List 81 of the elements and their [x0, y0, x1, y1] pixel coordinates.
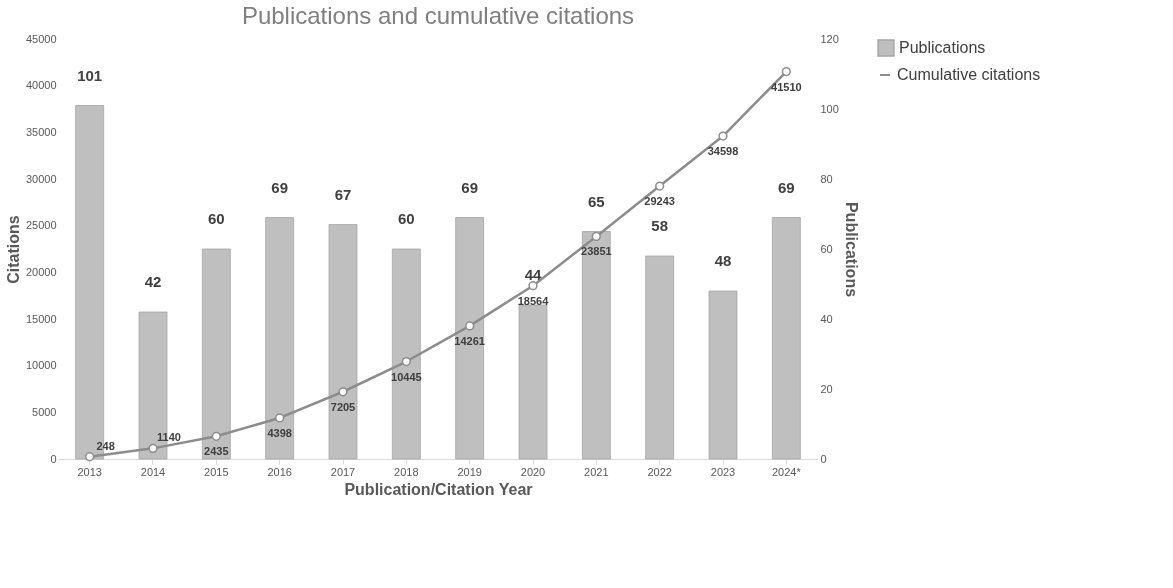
y-tick-label: 15000 — [25, 312, 57, 325]
data-label: 60 — [397, 210, 415, 227]
data-label: 69 — [271, 178, 289, 196]
y-tick-label: 30000 — [25, 172, 57, 185]
x-tick-label: 2023 — [710, 465, 736, 478]
legend-label: Cumulative citations — [897, 66, 1041, 83]
data-label: 44 — [524, 266, 542, 283]
bar — [645, 255, 675, 460]
y2-tick-label: 0 — [820, 452, 827, 465]
bar — [201, 248, 231, 460]
data-label: 41510 — [771, 80, 802, 93]
data-label: 42 — [144, 273, 162, 290]
y-tick-label: 20000 — [25, 265, 57, 278]
y-tick-label: 45000 — [25, 32, 57, 45]
bar — [771, 217, 801, 460]
point — [591, 231, 601, 242]
data-label: 69 — [777, 178, 795, 196]
x-tick-label: 2015 — [204, 465, 229, 478]
bar — [708, 290, 738, 460]
point — [338, 387, 348, 397]
data-label: 4398 — [267, 426, 292, 439]
data-label: 29243 — [644, 195, 675, 208]
point — [211, 431, 221, 441]
data-label: 67 — [334, 185, 352, 203]
data-label: 69 — [461, 178, 479, 196]
bar — [265, 217, 295, 460]
y2-tick-label: 120 — [820, 32, 839, 45]
data-label: 10445 — [391, 370, 422, 383]
data-label: 34598 — [707, 145, 739, 158]
x-tick-label: 2017 — [330, 465, 356, 478]
point — [465, 321, 475, 331]
data-label: 2435 — [204, 445, 229, 458]
x-tick-label: 2021 — [584, 465, 609, 478]
legend-label: Publications — [899, 39, 986, 56]
y2-tick-label: 100 — [820, 102, 839, 115]
data-label: 248 — [96, 439, 115, 452]
data-label: 101 — [77, 66, 103, 84]
bar — [455, 217, 485, 460]
data-label: 23851 — [581, 245, 612, 258]
point — [275, 413, 285, 423]
bar — [391, 248, 421, 460]
y2-tick-label: 60 — [820, 242, 833, 255]
point — [655, 181, 665, 191]
data-label: 7205 — [330, 400, 356, 413]
point — [401, 356, 411, 367]
y2-tick-label: 80 — [820, 172, 833, 185]
point — [781, 66, 791, 77]
point — [528, 281, 538, 291]
bar — [328, 224, 358, 460]
data-label: 18564 — [517, 294, 550, 307]
data-label: 58 — [651, 217, 669, 234]
point — [718, 131, 728, 141]
data-label: 48 — [714, 252, 732, 269]
x-tick-label: 2013 — [77, 465, 102, 478]
bar — [518, 304, 548, 460]
x-tick-label: 2022 — [647, 465, 672, 478]
x-tick-label: 2019 — [457, 465, 482, 478]
bar — [581, 231, 611, 460]
y2-axis-title: Publications — [842, 201, 860, 298]
data-label: 60 — [207, 210, 225, 227]
point — [85, 452, 95, 462]
data-label: 1140 — [157, 431, 181, 444]
chart-title: Publications and cumulative citations — [241, 2, 635, 29]
x-tick-label: 2016 — [267, 465, 292, 478]
data-label: 65 — [587, 192, 605, 210]
y-tick-label: 25000 — [25, 219, 57, 232]
x-axis-title: Publication/Citation Year — [344, 480, 533, 498]
y-tick-label: 10000 — [25, 359, 57, 372]
y-tick-label: 35000 — [25, 125, 57, 138]
point — [148, 443, 158, 453]
x-tick-label: 2018 — [394, 465, 419, 478]
y-tick-label: 40000 — [25, 79, 57, 92]
y2-tick-label: 40 — [820, 312, 833, 325]
x-tick-label: 2014 — [140, 465, 166, 478]
data-label: 14261 — [454, 334, 485, 347]
y-tick-label: 0 — [50, 452, 57, 465]
y2-tick-label: 20 — [820, 382, 833, 395]
y-tick-label: 5000 — [32, 405, 57, 418]
y-axis-title: Citations — [4, 215, 22, 284]
x-tick-label: 2020 — [520, 465, 546, 478]
x-tick-label: 2024* — [771, 465, 802, 478]
